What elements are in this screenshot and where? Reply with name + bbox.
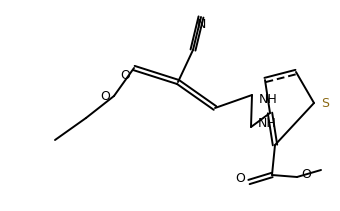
Text: S: S: [321, 96, 329, 110]
Text: N: N: [196, 18, 206, 31]
Text: O: O: [301, 168, 311, 180]
Text: O: O: [235, 172, 245, 184]
Text: O: O: [120, 69, 130, 81]
Text: NH: NH: [259, 92, 278, 106]
Text: NH: NH: [258, 116, 277, 130]
Text: O: O: [100, 89, 110, 103]
